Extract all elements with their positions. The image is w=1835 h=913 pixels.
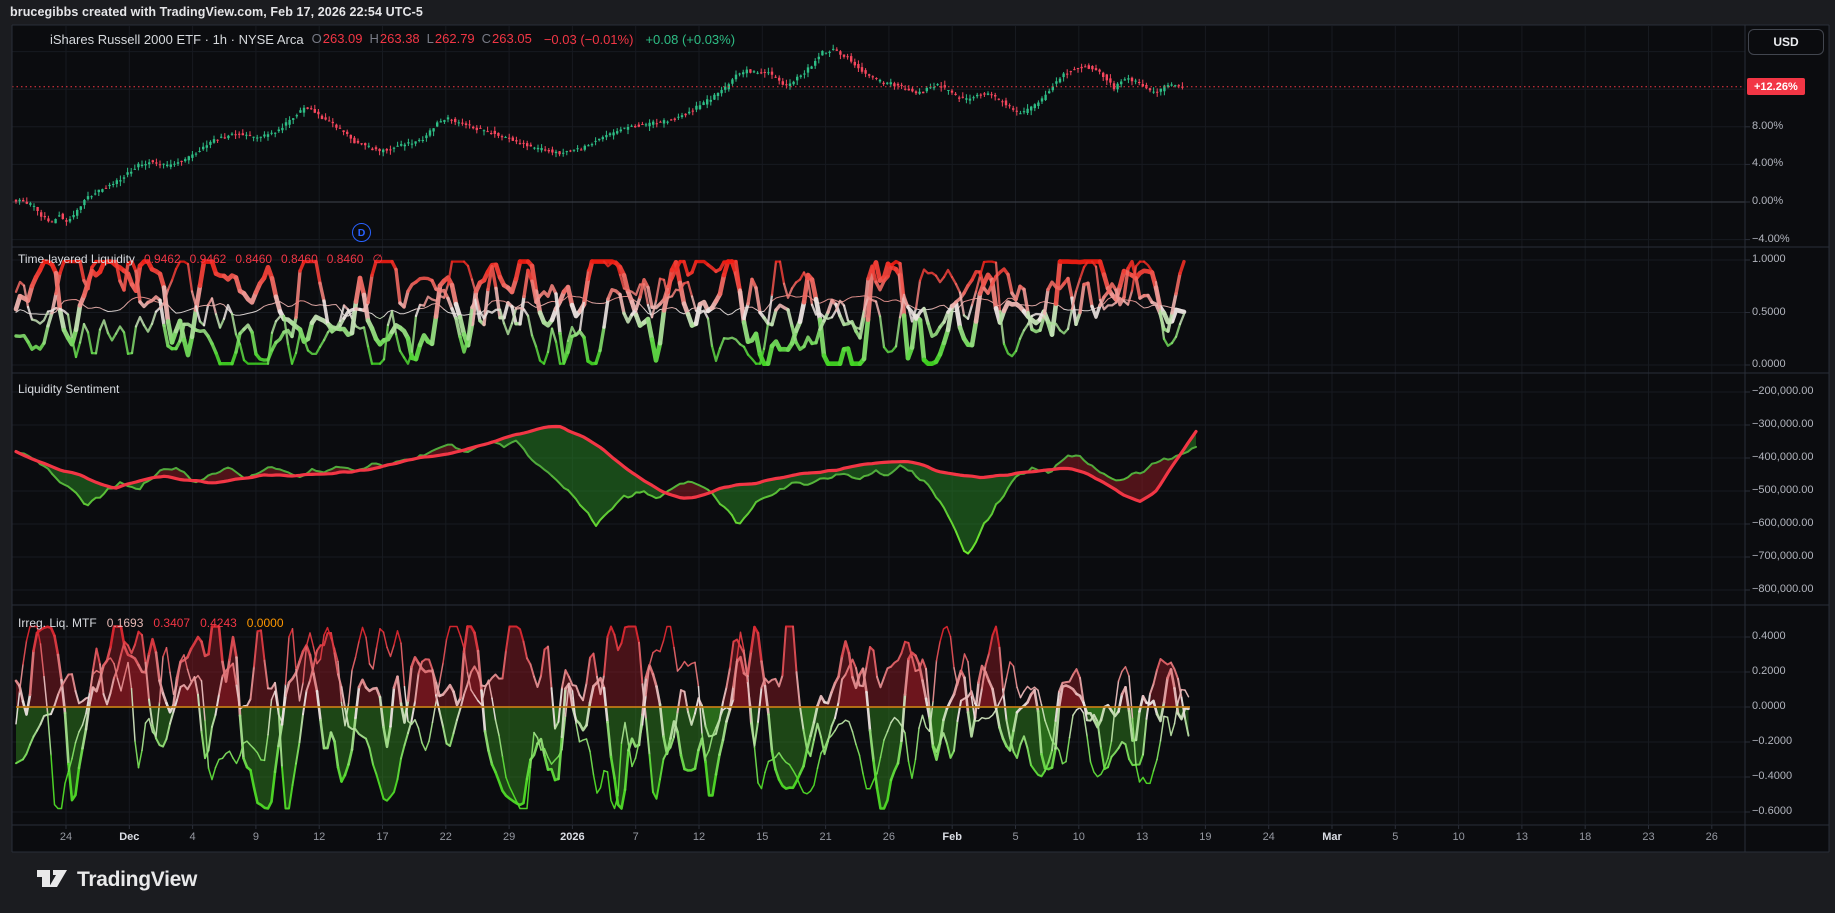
time-axis-label: 12 <box>692 831 706 843</box>
price-axis-label: −700,000.00 <box>1752 550 1814 562</box>
time-axis-label: 23 <box>1642 831 1655 843</box>
price-axis-label: −4.00% <box>1752 232 1790 245</box>
indicator-value: 0.9462 <box>189 252 227 266</box>
time-axis-label: 24 <box>1262 831 1275 843</box>
symbol-title: iShares Russell 2000 ETF · 1h · NYSE Arc… <box>50 31 304 47</box>
time-axis-label: 10 <box>1452 831 1465 843</box>
indicator-values: 0.1693 0.3407 0.4243 0.0000 <box>107 616 284 630</box>
last-change-badge: +12.26% <box>1747 78 1805 95</box>
ohlc-values: O263.09 H263.38 L262.79 C263.05 <box>312 30 532 48</box>
indicator-value: 0.0000 <box>246 616 284 630</box>
time-axis-label: 9 <box>252 831 259 843</box>
time-axis-label: Feb <box>942 831 962 843</box>
price-axis-label: 4.00% <box>1752 157 1784 170</box>
time-axis-label: 26 <box>1705 831 1718 843</box>
time-axis-label: 4 <box>189 831 196 843</box>
ohlc-value: 263.38 <box>379 31 420 46</box>
indicator-value: 0.3407 <box>153 616 191 630</box>
time-axis-label: 24 <box>59 831 73 843</box>
time-axis-label: 19 <box>1199 831 1212 843</box>
indicator-value: 0.8460 <box>281 252 318 266</box>
dividend-event-marker[interactable]: D <box>352 223 371 242</box>
indicator-title: Liquidity Sentiment <box>18 382 120 396</box>
symbol-legend: iShares Russell 2000 ETF · 1h · NYSE Arc… <box>50 30 735 48</box>
time-axis-label: 29 <box>502 831 516 843</box>
time-axis-label: 26 <box>882 831 896 843</box>
time-axis-label: 13 <box>1135 831 1149 843</box>
change-value: −0.03 (−0.01%) <box>543 31 634 47</box>
price-axis-label: −800,000.00 <box>1752 583 1814 595</box>
time-axis-label: 17 <box>376 831 389 843</box>
indicator-values: 0.9462 0.9462 0.8460 0.8460 0.8460 ∅ <box>144 252 383 266</box>
tradingview-logo-icon <box>37 870 67 887</box>
ohlc-value: 263.09 <box>322 31 363 46</box>
tradingview-logo-text: TradingView <box>77 868 198 891</box>
indicator-value: 0.9462 <box>143 252 181 266</box>
indicator-value: 0.8460 <box>326 252 364 266</box>
price-axis-label: 0.00% <box>1752 195 1784 207</box>
price-axis-label: 1.0000 <box>1752 253 1786 265</box>
ohlc-value: 262.79 <box>434 31 475 46</box>
price-axis-label: −0.6000 <box>1752 805 1793 817</box>
time-axis-label: 12 <box>313 831 326 843</box>
indicator-title: Irreg. Liq. MTF <box>18 616 97 630</box>
indicator-title: Time-layered Liquidity <box>18 252 135 266</box>
extended-change-value: +0.08 (+0.03%) <box>645 31 736 47</box>
price-axis-label: 0.2000 <box>1752 665 1786 677</box>
pane-legend-liquidity-sentiment: Liquidity Sentiment <box>18 382 119 396</box>
ohlc-key: L <box>426 31 434 46</box>
indicator-value: 0.8460 <box>235 252 273 266</box>
time-axis-label: 5 <box>1392 831 1399 843</box>
time-axis-label: 10 <box>1072 831 1085 843</box>
price-axis-label: 0.0000 <box>1752 358 1786 370</box>
indicator-value: 0.1693 <box>106 616 144 630</box>
time-axis-label: 5 <box>1012 831 1019 843</box>
price-axis-label: −400,000.00 <box>1752 451 1814 463</box>
time-axis-label: 22 <box>439 831 452 843</box>
time-axis-label: 2026 <box>560 831 585 843</box>
ohlc-value: 263.05 <box>492 31 532 46</box>
price-axis-label: 0.4000 <box>1752 630 1786 642</box>
price-axis-label: 0.0000 <box>1752 700 1786 712</box>
indicator-value: ∅ <box>372 252 383 266</box>
time-axis-label: 18 <box>1579 831 1592 843</box>
pane-legend-time-layered-liquidity: Time-layered Liquidity 0.9462 0.9462 0.846… <box>18 252 383 266</box>
time-axis-label: 13 <box>1515 831 1529 843</box>
price-axis-label: 8.00% <box>1752 119 1784 132</box>
price-axis-label: −0.2000 <box>1752 735 1793 747</box>
price-axis-label: −600,000.00 <box>1752 517 1814 529</box>
time-axis-label: 21 <box>819 831 832 843</box>
tradingview-logo[interactable]: TradingView <box>36 868 197 892</box>
time-axis-label: Dec <box>119 831 140 843</box>
time-axis-label: 15 <box>756 831 769 843</box>
price-axis-label: −200,000.00 <box>1752 385 1814 397</box>
ohlc-key: C <box>481 31 492 46</box>
ohlc-key: O <box>311 31 322 46</box>
price-axis-label: −0.4000 <box>1752 770 1793 782</box>
chart-background <box>12 25 1829 852</box>
price-axis-label: 0.5000 <box>1752 305 1786 318</box>
attribution-text: brucegibbs created with TradingView.com,… <box>10 5 423 19</box>
currency-toggle-button[interactable]: USD <box>1748 29 1824 55</box>
pane-legend-irreg-liq-mtf: Irreg. Liq. MTF 0.1693 0.3407 0.4243 0.0000 <box>18 616 284 630</box>
time-axis-label: 7 <box>632 831 639 843</box>
price-axis-label: −500,000.00 <box>1752 484 1814 496</box>
time-axis-label: Mar <box>1322 831 1342 843</box>
indicator-value: 0.4243 <box>200 616 237 630</box>
ohlc-key: H <box>369 31 379 46</box>
price-axis-label: −300,000.00 <box>1752 418 1814 430</box>
